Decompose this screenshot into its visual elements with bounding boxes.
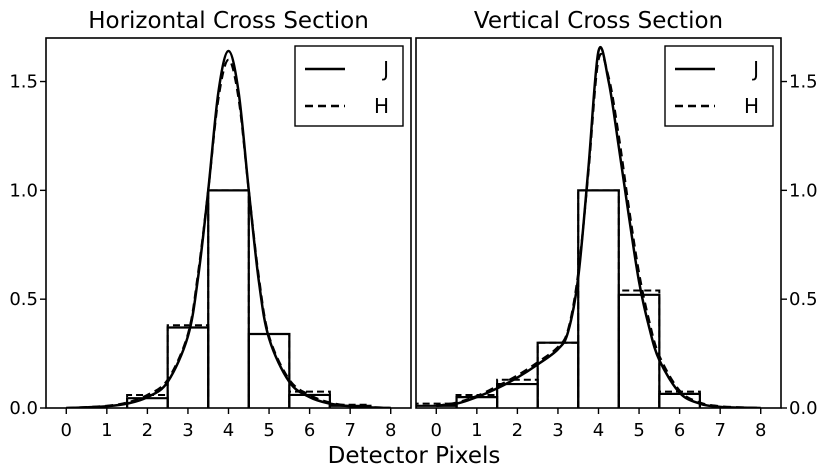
- chart-title: Horizontal Cross Section: [88, 8, 369, 34]
- plot-area: [416, 46, 761, 408]
- legend-label-j: J: [381, 57, 389, 81]
- y-tick-label: 1.5: [789, 72, 818, 93]
- bar-j-pixel-2: [496, 382, 539, 408]
- x-tick-label: 8: [755, 420, 766, 441]
- legend-box: [294, 45, 404, 127]
- legend-label-j: J: [751, 57, 759, 81]
- y-tick-label: 0.0: [789, 398, 818, 419]
- series-line-h: [436, 52, 761, 408]
- y-tick-label: 0.0: [9, 398, 38, 419]
- y-tick-label: 0.5: [789, 289, 818, 310]
- vertical-cross-section-panel: Vertical Cross Section 0 1 2 3 4 5 6 7 8 0.0 0.5 1.0…: [415, 8, 818, 441]
- y-tick-label: 1.5: [9, 72, 38, 93]
- bar-j-pixel-4: [207, 189, 250, 408]
- bar-j-pixel-3: [536, 341, 580, 408]
- x-tick-label: 2: [142, 420, 153, 441]
- x-tick-label: 0: [61, 420, 72, 441]
- legend-label-h: H: [744, 94, 759, 118]
- bar-h-pixel-5: [617, 289, 661, 408]
- x-tick-label: 5: [263, 420, 274, 441]
- series-line-h: [66, 58, 391, 408]
- x-tick-label: 6: [304, 420, 315, 441]
- plot-area: [66, 49, 391, 408]
- legend-box: [664, 45, 774, 127]
- x-axis-label: Detector Pixels: [328, 443, 501, 469]
- legend-label-h: H: [374, 94, 389, 118]
- bar-h-pixel-6: [288, 390, 331, 408]
- x-tick-label: 2: [512, 420, 523, 441]
- x-tick-label: 7: [714, 420, 725, 441]
- x-tick-label: 4: [593, 420, 604, 441]
- x-tick-label: 6: [674, 420, 685, 441]
- x-tick-label: 4: [223, 420, 234, 441]
- series-line-j: [66, 49, 391, 408]
- series-line-j: [436, 46, 761, 408]
- chart-title: Vertical Cross Section: [474, 8, 723, 34]
- y-tick-label: 1.0: [9, 180, 38, 201]
- x-tick-label: 1: [101, 420, 112, 441]
- x-tick-label: 1: [471, 420, 482, 441]
- x-tick-label: 3: [552, 420, 563, 441]
- x-tick-label: 5: [633, 420, 644, 441]
- x-tick-label: 3: [182, 420, 193, 441]
- x-tick-label: 8: [385, 420, 396, 441]
- y-tick-label: 1.0: [789, 180, 818, 201]
- legend: JH: [294, 45, 404, 127]
- bar-j-pixel-5: [617, 293, 661, 408]
- legend: JH: [664, 45, 774, 127]
- bar-h-pixel-3: [536, 341, 580, 408]
- x-tick-label: 7: [344, 420, 355, 441]
- bar-h-pixel-4: [207, 189, 250, 408]
- x-tick-label: 0: [431, 420, 442, 441]
- y-tick-label: 0.5: [9, 289, 38, 310]
- bar-h-pixel-3: [166, 324, 210, 408]
- horizontal-cross-section-panel: Horizontal Cross Section 0 1 2 3 4 5 6 7 8 0.0 0.5 1…: [9, 8, 412, 441]
